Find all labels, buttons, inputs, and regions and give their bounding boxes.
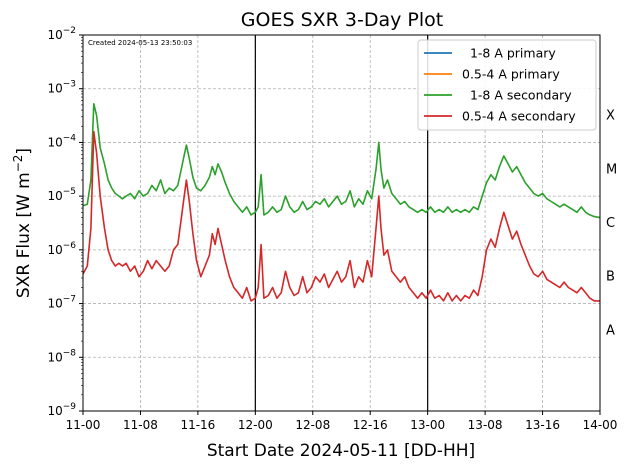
legend-label-3: 0.5-4 A secondary [462, 109, 576, 124]
flare-class-C: C [606, 216, 615, 231]
legend: 1-8 A primary 0.5-4 A primary 1-8 A secon… [417, 39, 597, 131]
y-tick-label-5: 10−4 [47, 133, 76, 149]
series-lines [83, 103, 600, 302]
y-axis-label-close: ] [14, 148, 34, 155]
y-axis-label: SXR Flux [W m−2] [11, 148, 34, 298]
y-tick-label-1: 10−8 [47, 348, 76, 364]
x-tick-label-6: 13-00 [410, 418, 445, 432]
created-annotation: Created 2024-05-13 23:50:03 [88, 39, 192, 47]
x-tick-label-5: 12-16 [353, 418, 388, 432]
x-tick-label-8: 13-16 [525, 418, 560, 432]
x-axis-label: Start Date 2024-05-11 [DD-HH] [207, 441, 475, 461]
legend-label-2: 1-8 A secondary [462, 88, 572, 103]
series-line-2 [83, 103, 600, 219]
series-line-3 [83, 130, 600, 302]
y-tick-label-3: 10−6 [47, 241, 76, 257]
flare-class-labels: A B C M X [606, 109, 617, 339]
y-tick-label-7: 10−2 [47, 26, 76, 42]
x-tick-label-3: 12-00 [238, 418, 273, 432]
legend-box [417, 39, 597, 131]
plot-frame [82, 34, 601, 412]
y-tick-label-2: 10−7 [47, 295, 76, 311]
legend-label-1: 0.5-4 A primary [462, 67, 560, 82]
legend-label-0: 1-8 A primary [462, 46, 556, 61]
x-axis-ticks: 11-00 11-08 11-16 12-00 12-08 12-16 13-00 13-08… [66, 411, 618, 432]
x-tick-label-1: 11-08 [123, 418, 158, 432]
flare-class-A: A [606, 323, 615, 338]
chart-title: GOES SXR 3-Day Plot [241, 9, 443, 31]
x-tick-label-4: 12-08 [295, 418, 330, 432]
y-axis-label-exponent: −2 [11, 155, 25, 173]
y-tick-label-0: 10−9 [47, 402, 76, 418]
y-tick-label-4: 10−5 [47, 187, 76, 203]
y-axis-label-main: SXR Flux [W m [14, 172, 34, 298]
y-axis-ticks: 10−9 10−8 10−7 10−6 10−5 10−4 10−3 10−2 [47, 26, 83, 418]
x-tick-label-2: 11-16 [180, 418, 215, 432]
x-tick-label-0: 11-00 [66, 418, 101, 432]
x-tick-label-9: 14-00 [583, 418, 618, 432]
flare-class-X: X [606, 109, 615, 124]
flare-class-M: M [606, 162, 617, 177]
y-tick-label-6: 10−3 [47, 80, 76, 96]
x-tick-label-7: 13-08 [468, 418, 503, 432]
flare-class-B: B [606, 270, 615, 285]
